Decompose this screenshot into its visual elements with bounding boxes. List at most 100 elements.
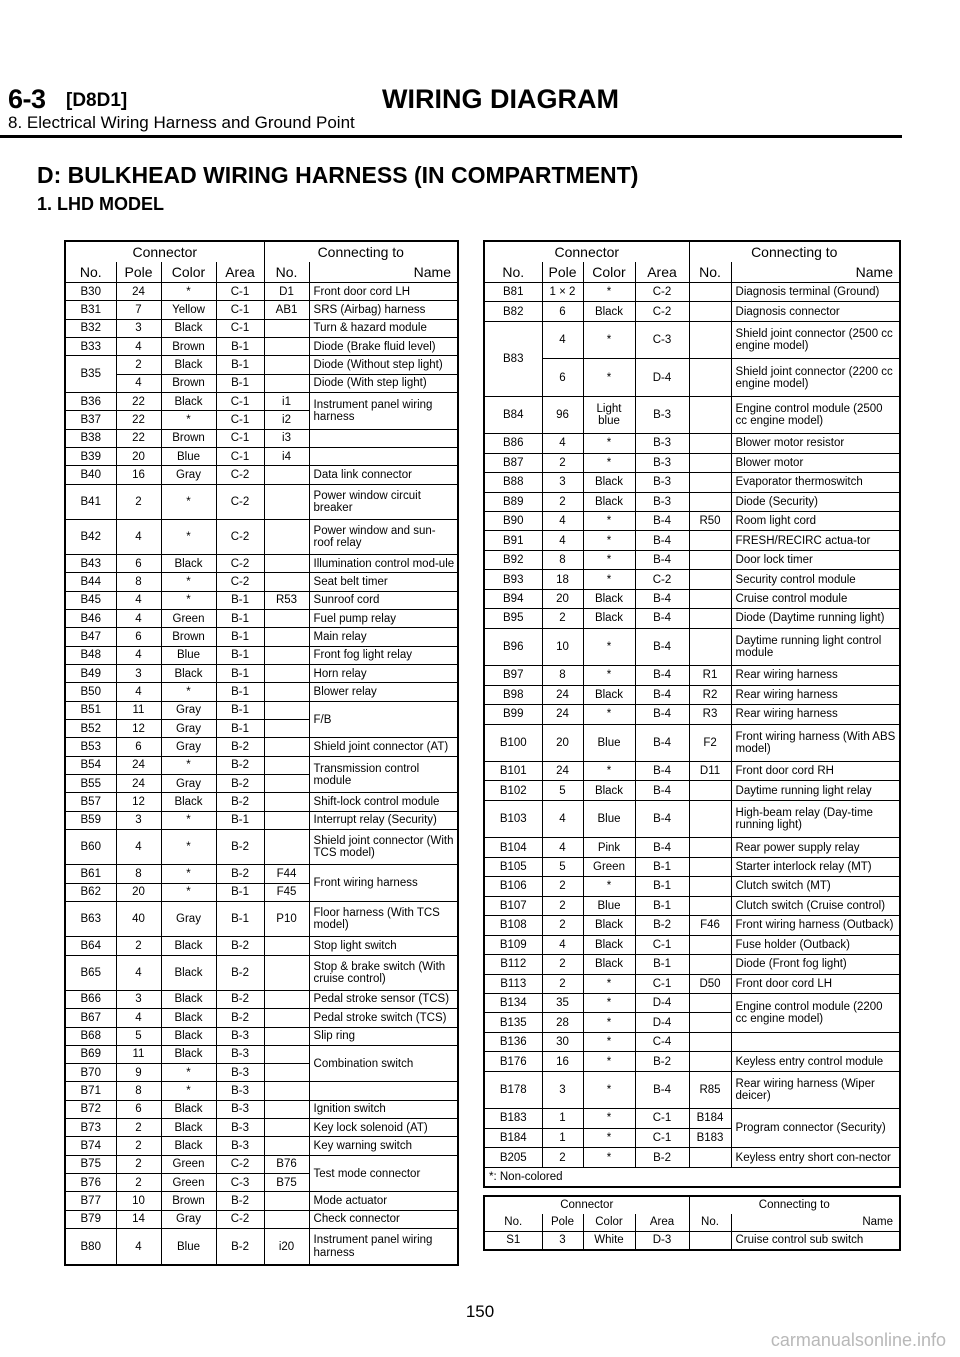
connect-name: Power window and sun-roof relay — [308, 518, 459, 556]
area: B-3 — [634, 452, 690, 474]
column-header: Name — [730, 1214, 901, 1232]
area: B-4 — [634, 511, 690, 532]
connect-name: Shield joint connector (With TCS model) — [308, 829, 459, 866]
table-row: B86 4 * B-3 Blower motor resistor — [483, 433, 901, 454]
pole: 6 — [541, 301, 584, 322]
color: Gray — [160, 700, 217, 721]
connect-no — [688, 627, 732, 667]
connector-no: B94 — [483, 588, 543, 610]
connect-no: F2 — [688, 723, 732, 762]
connector-no: B95 — [483, 608, 543, 629]
area: B-3 — [215, 1026, 265, 1046]
connect-no: i2 — [263, 410, 310, 430]
table-row: B52 12 Gray B-1 — [64, 719, 458, 739]
connector-no: B42 — [64, 518, 117, 556]
connect-name: Front wiring harness (Outback) — [730, 915, 901, 936]
pole: 2 — [541, 895, 584, 917]
connect-no — [688, 1031, 732, 1053]
connector-no: B108 — [483, 915, 543, 936]
connect-no — [688, 358, 732, 397]
connect-name: Horn relay — [308, 664, 459, 684]
table-row: B100 20 Blue B-4 F2 Front wiring harness (Wit… — [483, 723, 901, 762]
color: Black — [582, 934, 636, 956]
connect-no — [263, 1081, 310, 1101]
color: Blue — [582, 895, 636, 917]
pole: 4 — [115, 829, 162, 866]
connect-no: i20 — [263, 1228, 310, 1266]
table-row: B135 28 * D-4 — [483, 1012, 900, 1033]
connector-no: B101 — [483, 760, 543, 782]
table-row: B93 18 * C-2 Security control module — [483, 569, 901, 590]
color: Brown — [160, 373, 217, 393]
page-heading: D: BULKHEAD WIRING HARNESS (IN COMPARTME… — [37, 162, 639, 188]
area: B-2 — [215, 1008, 265, 1028]
pole: 6 — [115, 737, 162, 757]
table-row: B106 2 * B-1 Clutch switch (MT) — [483, 876, 901, 897]
pole: 12 — [115, 719, 162, 739]
connect-name — [308, 1081, 459, 1101]
table-row: B42 4 * C-2 Power window and sun-roof relay — [64, 518, 459, 556]
table-row: B104 4 Pink B-4 Rear power supply relay — [483, 837, 901, 858]
connector-no: B80 — [64, 1228, 117, 1266]
connect-no: B75 — [263, 1173, 310, 1193]
area: B-3 — [215, 1118, 265, 1138]
connector-no: B104 — [483, 837, 543, 858]
connect-no — [263, 1191, 310, 1211]
connector-no: B32 — [64, 318, 117, 338]
area: C-2 — [215, 465, 265, 485]
connect-name: Security control module — [730, 569, 901, 590]
connector-no: B107 — [483, 895, 543, 917]
table-row: B77 10 Brown B-2 Mode actuator — [64, 1191, 459, 1211]
connector-no: B79 — [64, 1209, 117, 1230]
section-title: WIRING DIAGRAM — [382, 84, 619, 114]
connector-no: B109 — [483, 934, 543, 956]
connect-name: Clutch switch (MT) — [730, 876, 901, 897]
color: Brown — [160, 336, 217, 357]
connector-no: B100 — [483, 723, 543, 762]
connector-no: B103 — [483, 799, 543, 839]
color: Blue — [160, 446, 217, 467]
pole: 24 — [541, 704, 584, 725]
area: B-4 — [634, 799, 690, 839]
connect-no — [688, 780, 732, 801]
connector-no: B59 — [64, 810, 117, 831]
connect-name: Diode (Front fog light) — [730, 954, 901, 975]
connect-name: Front wiring harness — [308, 864, 459, 902]
pole: 3 — [541, 1070, 584, 1110]
connect-no — [263, 554, 310, 574]
connector-no: B178 — [483, 1070, 543, 1110]
pole: 3 — [115, 989, 162, 1010]
connector-no: B41 — [64, 483, 117, 520]
color: * — [160, 518, 217, 556]
connector-no: B92 — [483, 549, 543, 571]
table-row: B70 9 * B-3 — [64, 1063, 458, 1083]
pole: 24 — [541, 684, 584, 706]
area: C-1 — [215, 446, 265, 467]
connector-no: B105 — [483, 856, 543, 878]
connect-name: Data link connector — [308, 465, 459, 485]
area: C-3 — [634, 320, 690, 360]
color: Black — [160, 1026, 217, 1046]
color: Black — [582, 301, 636, 322]
color: * — [160, 590, 217, 611]
area: B-1 — [215, 627, 265, 647]
section-number: 6-3 — [8, 84, 46, 114]
pole: 2 — [541, 1147, 584, 1168]
area: B-2 — [215, 737, 265, 757]
connect-name: Diode (Security) — [730, 491, 901, 513]
connect-no — [688, 281, 732, 303]
color: * — [582, 281, 636, 303]
area: C-2 — [215, 572, 265, 592]
color: Black — [582, 780, 636, 801]
color: Gray — [160, 465, 217, 485]
connect-no — [263, 954, 310, 991]
connector-table-left: Connector Connecting to No. Pole Color Area No… — [64, 240, 459, 1266]
table-row: B90 4 * B-4 R50 Room light cord — [483, 511, 901, 532]
connect-name: Engine control module (2500 cc engine mo… — [730, 395, 901, 435]
area: B-4 — [634, 588, 690, 610]
color: * — [160, 281, 217, 302]
connect-no — [263, 737, 310, 757]
table-row: B136 30 * C-4 — [483, 1031, 901, 1053]
table-row: B39 20 Blue C-1 i4 — [64, 446, 459, 467]
connector-table-small: Connector Connecting to No. Pole Color Area No… — [483, 1195, 901, 1251]
